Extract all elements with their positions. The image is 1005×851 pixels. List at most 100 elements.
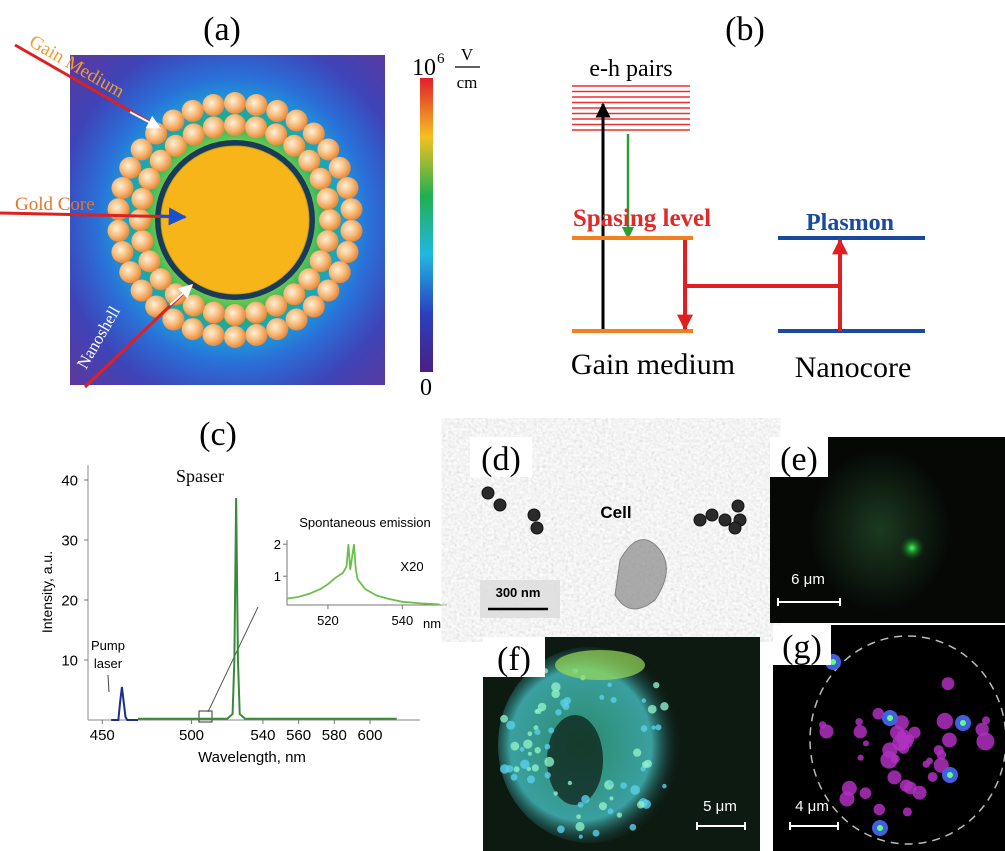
y-axis-title: Intensity, a.u. (39, 551, 55, 633)
x-axis-title: Wavelength, nm (198, 749, 306, 766)
scale-bar (789, 822, 839, 830)
zoom-line (207, 606, 259, 713)
cell (810, 450, 950, 610)
nanoparticle (718, 513, 732, 527)
particle (647, 704, 657, 714)
panel-g: (g) 4 μm (773, 625, 1005, 851)
series-line (286, 544, 440, 606)
gain-sphere (138, 167, 161, 190)
panel-label: (f) (497, 641, 531, 678)
particle (641, 698, 647, 703)
gain-sphere (111, 176, 134, 199)
y-tick-label: 1 (274, 569, 281, 584)
particle (551, 689, 560, 699)
nanoparticle (493, 498, 507, 512)
gain-sphere (202, 301, 225, 324)
scale-box (480, 580, 560, 618)
particle (982, 716, 991, 725)
hotspot (887, 715, 893, 721)
particle (506, 720, 516, 730)
particles (499, 650, 669, 839)
particle (873, 803, 886, 816)
particle (872, 707, 885, 720)
gain-sphere (111, 241, 134, 264)
gain-sphere (309, 167, 332, 190)
panel-label: (g) (782, 629, 822, 666)
particle (855, 718, 863, 726)
particle (575, 822, 585, 832)
hotspot (947, 772, 953, 778)
particle (651, 725, 656, 730)
x-tick-label: 580 (322, 727, 347, 744)
scale-bar (777, 598, 841, 606)
arrow (159, 207, 187, 226)
particle (902, 807, 912, 817)
particle (839, 791, 855, 807)
system-label: Nanocore (795, 351, 912, 384)
label-box (770, 437, 828, 477)
particle (500, 714, 508, 723)
particle (548, 727, 555, 734)
gain-sphere (129, 209, 151, 231)
nanoparticle (530, 521, 544, 535)
y-tick-label: 2 (274, 537, 281, 552)
particle (527, 751, 532, 756)
particle (519, 746, 525, 752)
particle (640, 725, 648, 732)
panel-b: (b) e-h pairs Spasing level Plasmon Gain… (571, 11, 925, 384)
x-tick-label: 600 (358, 727, 383, 744)
gain-sphere (285, 308, 308, 331)
colorbar-unit: cm (457, 73, 478, 92)
gain-sphere (336, 176, 359, 199)
y-tick-label: 20 (61, 592, 78, 609)
nanoparticle (728, 521, 742, 535)
annotation: Cell (600, 503, 631, 522)
panel-e: (e) 6 μm (770, 437, 1005, 623)
particle (607, 808, 614, 815)
gain-sphere (138, 250, 161, 273)
inset-note: X20 (400, 559, 423, 574)
particle (630, 785, 641, 795)
colorbar (420, 78, 433, 372)
nanoparticle (705, 508, 719, 522)
particle (607, 682, 612, 688)
colorbar-unit: V (461, 45, 474, 64)
particle (641, 761, 649, 769)
particle (608, 781, 613, 786)
gain-sphere (181, 99, 204, 122)
particle (922, 760, 930, 768)
x-tick-label: 450 (90, 727, 115, 744)
spaser-spot (898, 534, 926, 562)
panel-c: (c) Intensity, a.u. Wavelength, nm Spase… (39, 416, 447, 766)
particle (551, 682, 561, 692)
zoom-box (198, 710, 213, 723)
gain-sphere (340, 198, 363, 221)
particle (936, 712, 954, 730)
x-tick-label: 500 (179, 727, 204, 744)
gain-sphere (164, 134, 187, 157)
gain-spheres (107, 92, 363, 348)
scale-bar (696, 822, 746, 830)
gain-sphere (317, 279, 340, 302)
gain-sphere (317, 138, 340, 161)
particle (544, 756, 555, 767)
gain-sphere (328, 261, 351, 284)
level-label: Plasmon (806, 210, 894, 236)
hotspot (960, 720, 966, 726)
particle (660, 702, 669, 711)
panel-d: (d) Cell 300 nm (470, 437, 752, 623)
x-tick-label: 540 (391, 613, 413, 628)
gain-sphere (131, 230, 154, 253)
gain-sphere (298, 268, 321, 291)
gain-sphere (283, 283, 306, 306)
gain-sphere (265, 123, 288, 146)
gain-sphere (266, 318, 289, 341)
gain-sphere (328, 156, 351, 179)
particle (899, 779, 913, 792)
particle (610, 696, 617, 704)
annotation: Spaser (176, 466, 224, 486)
inset-axes (286, 540, 447, 606)
x-tick-label: 520 (317, 613, 339, 628)
particle (857, 754, 864, 761)
